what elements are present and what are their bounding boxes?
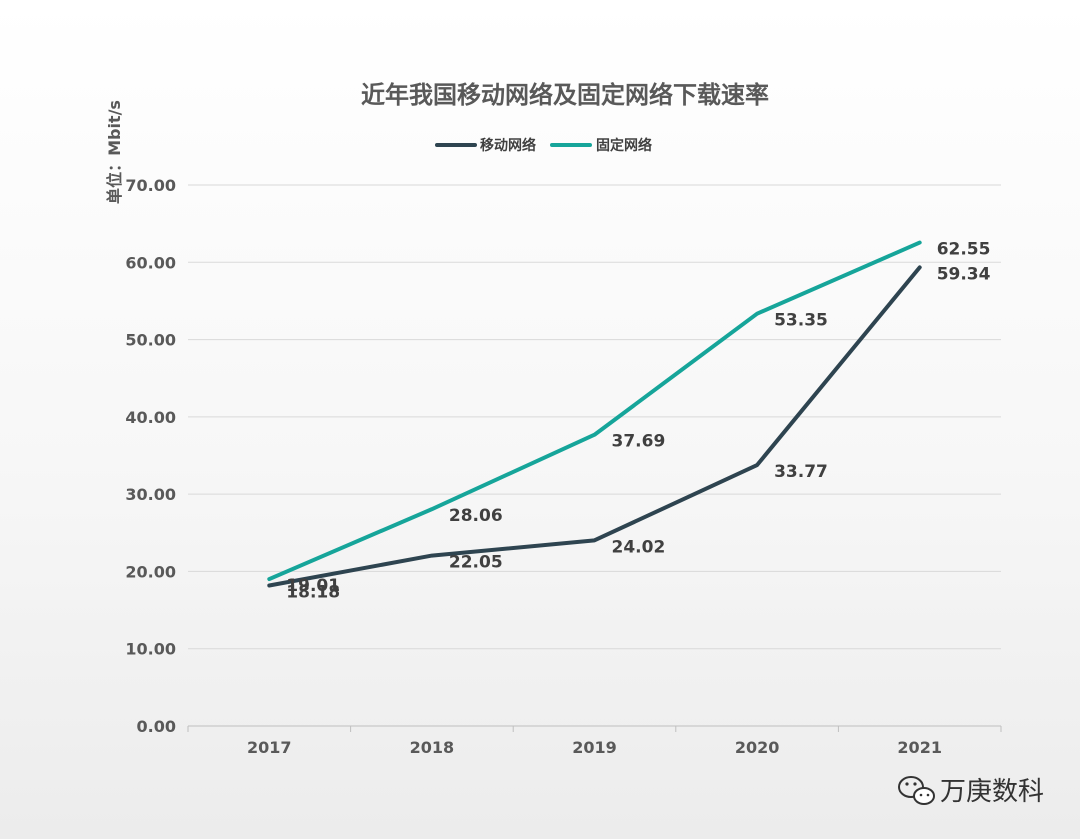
y-axis-label: 单位：Mbit/s [105,100,124,204]
series-lines [267,240,922,588]
data-label: 62.55 [937,240,991,260]
data-label: 37.69 [612,432,666,452]
y-tick-label: 10.00 [125,640,176,659]
chart-title: 近年我国移动网络及固定网络下载速率 [361,81,769,109]
data-label: 28.06 [449,506,503,526]
y-tick-label: 60.00 [125,253,176,272]
legend: 移动网络 固定网络 [435,137,652,154]
data-label: 22.05 [449,553,503,573]
y-tick-label: 50.00 [125,331,176,350]
wechat-icon [898,776,935,805]
data-label: 33.77 [774,462,828,482]
x-tick-label: 2021 [897,738,942,757]
data-label: 18.18 [286,582,340,602]
data-label: 53.35 [774,311,828,331]
x-tick-label: 2018 [410,738,455,757]
series-line-1 [267,240,922,582]
data-label: 59.34 [937,264,991,284]
series-line-0 [267,265,922,588]
gridlines [188,184,1001,650]
x-axis: 2017 2018 2019 2020 2021 [187,725,1002,757]
y-tick-label: 70.00 [125,176,176,195]
y-tick-label: 20.00 [125,562,176,581]
y-tick-label: 40.00 [125,408,176,427]
watermark-text: 万庚数科 [940,777,1044,807]
data-label: 24.02 [612,537,666,557]
x-tick-label: 2019 [572,738,617,757]
data-label: 19.01 [286,576,340,596]
y-tick-label: 30.00 [125,485,176,504]
data-labels: 18.18 22.05 24.02 33.77 59.34 19.01 28.06 37.69… [286,240,990,603]
y-tick-labels: 0.00 10.00 20.00 30.00 40.00 50.00 60.00 70.00 [125,176,176,736]
watermark: 万庚数科 [898,776,1044,807]
x-tick-label: 2017 [247,738,292,757]
legend-mobile-label: 移动网络 [480,137,536,154]
y-tick-label: 0.00 [137,717,176,736]
x-tick-label: 2020 [735,738,780,757]
legend-fixed-label: 固定网络 [596,137,652,154]
